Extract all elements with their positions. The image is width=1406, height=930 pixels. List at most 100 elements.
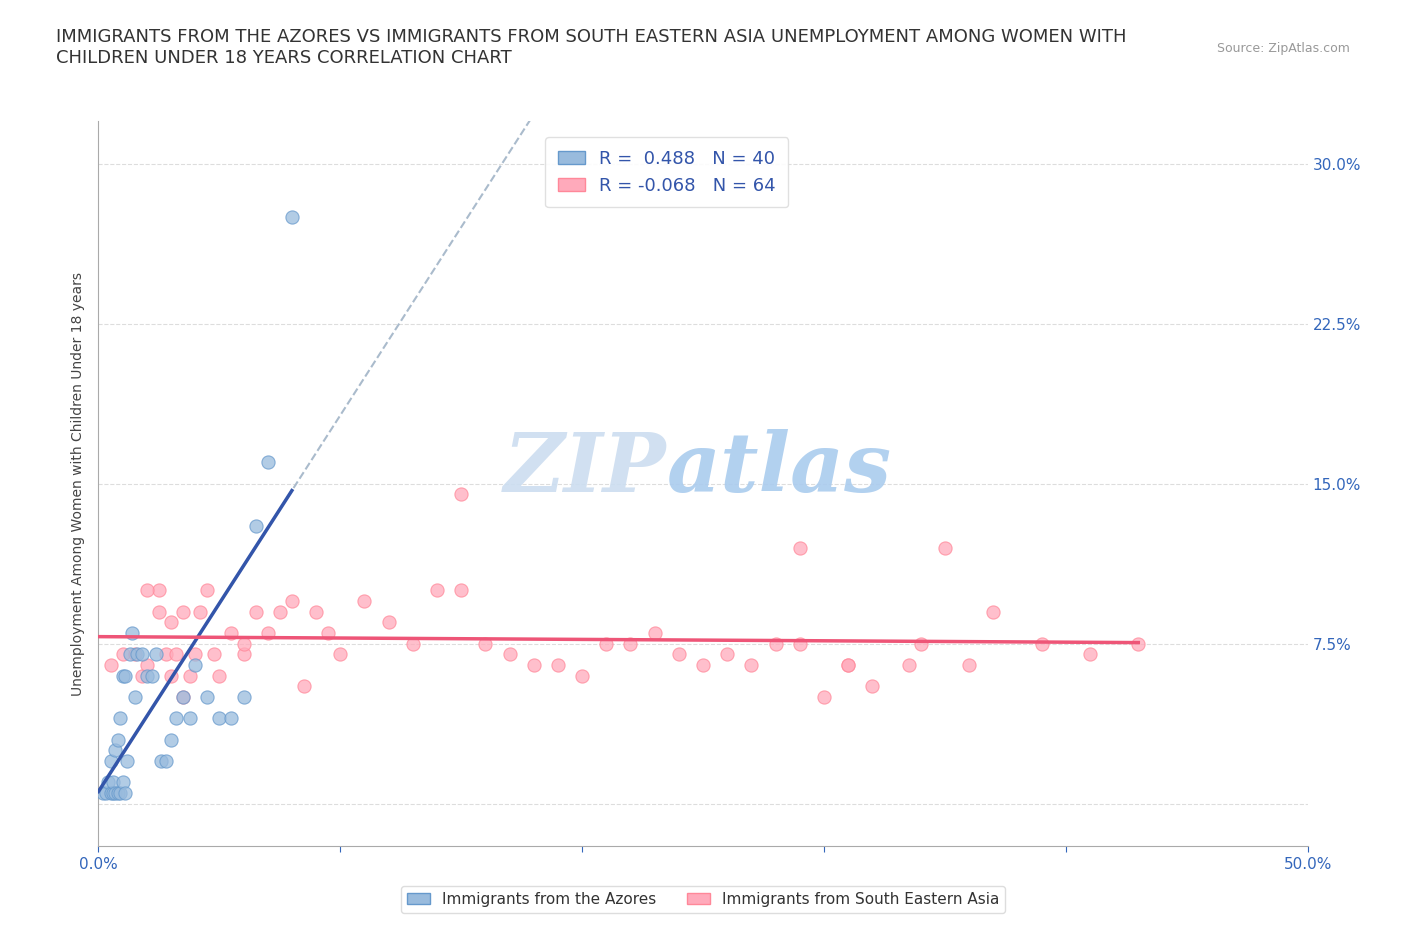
Point: [910, 636, 932, 651]
Point: [426, 583, 449, 598]
Point: [208, 668, 231, 683]
Point: [329, 647, 352, 662]
Point: [160, 615, 183, 630]
Point: [114, 668, 136, 683]
Point: [353, 593, 375, 608]
Point: [256, 455, 278, 470]
Point: [692, 658, 714, 672]
Legend: R =  0.488   N = 40, R = -0.068   N = 64: R = 0.488 N = 40, R = -0.068 N = 64: [546, 138, 789, 207]
Point: [135, 668, 157, 683]
Point: [897, 658, 920, 672]
Point: [1031, 636, 1053, 651]
Point: [281, 593, 304, 608]
Point: [232, 647, 254, 662]
Point: [100, 786, 122, 801]
Point: [97, 775, 120, 790]
Point: [245, 519, 267, 534]
Point: [957, 658, 980, 672]
Point: [124, 689, 146, 704]
Point: [104, 786, 127, 801]
Point: [111, 647, 134, 662]
Point: [668, 647, 690, 662]
Point: [740, 658, 762, 672]
Point: [184, 647, 207, 662]
Point: [595, 636, 617, 651]
Point: [644, 626, 666, 641]
Point: [789, 540, 811, 555]
Point: [172, 604, 194, 619]
Point: [813, 689, 835, 704]
Point: [100, 753, 122, 768]
Point: [232, 689, 254, 704]
Point: [316, 626, 339, 641]
Point: [114, 786, 136, 801]
Point: [111, 775, 134, 790]
Point: [981, 604, 1004, 619]
Point: [101, 775, 124, 790]
Point: [716, 647, 738, 662]
Point: [450, 486, 472, 501]
Point: [221, 711, 243, 725]
Point: [155, 753, 177, 768]
Point: [141, 668, 163, 683]
Point: [127, 647, 149, 662]
Text: ZIP: ZIP: [505, 429, 666, 509]
Point: [523, 658, 546, 672]
Point: [1128, 636, 1150, 651]
Point: [135, 658, 157, 672]
Point: [281, 209, 304, 224]
Point: [117, 753, 139, 768]
Point: [108, 786, 131, 801]
Point: [402, 636, 425, 651]
Point: [165, 647, 187, 662]
Point: [94, 786, 117, 801]
Point: [195, 689, 218, 704]
Point: [179, 711, 201, 725]
Point: [547, 658, 569, 672]
Point: [131, 647, 153, 662]
Point: [571, 668, 593, 683]
Point: [221, 626, 243, 641]
Legend: Immigrants from the Azores, Immigrants from South Eastern Asia: Immigrants from the Azores, Immigrants f…: [401, 886, 1005, 913]
Point: [934, 540, 956, 555]
Point: [256, 626, 278, 641]
Point: [111, 668, 134, 683]
Point: [150, 753, 173, 768]
Point: [160, 732, 183, 747]
Point: [1078, 647, 1101, 662]
Point: [107, 732, 129, 747]
Point: [619, 636, 641, 651]
Point: [155, 647, 177, 662]
Point: [101, 786, 124, 801]
Point: [145, 647, 167, 662]
Point: [377, 615, 399, 630]
Point: [860, 679, 883, 694]
Point: [148, 604, 170, 619]
Point: [124, 647, 146, 662]
Point: [292, 679, 315, 694]
Point: [305, 604, 328, 619]
Point: [160, 668, 183, 683]
Point: [789, 636, 811, 651]
Point: [837, 658, 859, 672]
Y-axis label: Unemployment Among Women with Children Under 18 years: Unemployment Among Women with Children U…: [72, 272, 86, 696]
Point: [118, 647, 141, 662]
Point: [121, 626, 143, 641]
Point: [188, 604, 211, 619]
Point: [172, 689, 194, 704]
Point: [204, 647, 226, 662]
Point: [148, 583, 170, 598]
Point: [232, 636, 254, 651]
Point: [131, 668, 153, 683]
Point: [450, 583, 472, 598]
Point: [179, 668, 201, 683]
Point: [135, 583, 157, 598]
Point: [765, 636, 787, 651]
Point: [474, 636, 496, 651]
Text: atlas: atlas: [666, 429, 891, 509]
Point: [184, 658, 207, 672]
Point: [91, 786, 114, 801]
Point: [104, 743, 127, 758]
Point: [837, 658, 859, 672]
Point: [269, 604, 291, 619]
